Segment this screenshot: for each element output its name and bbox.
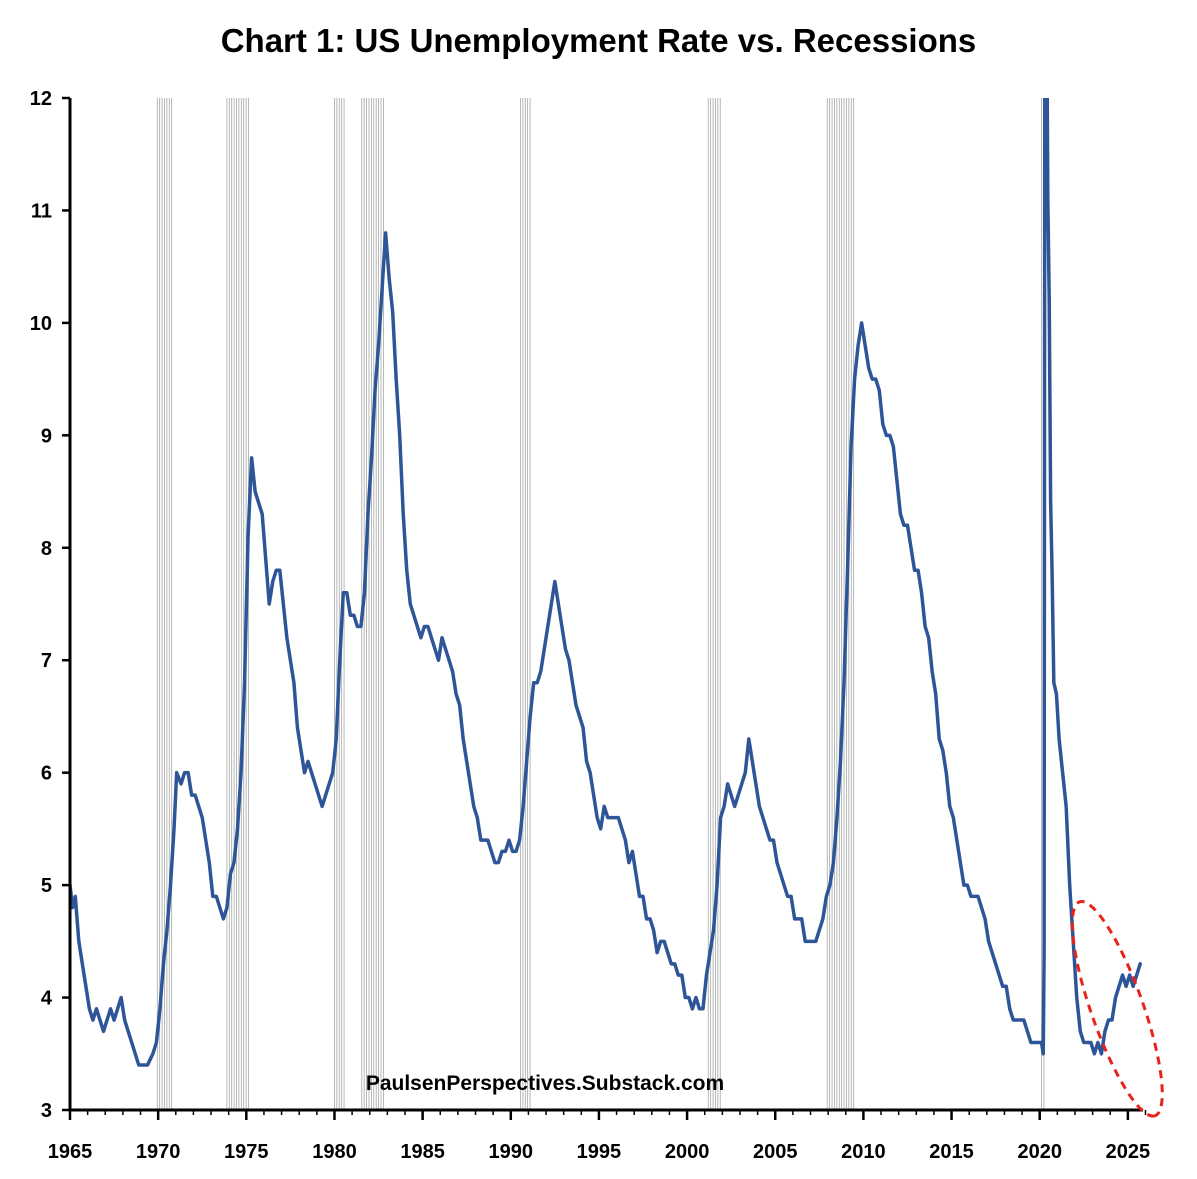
y-tick-label: 12: [30, 88, 52, 110]
x-tick-label: 2010: [841, 1141, 886, 1163]
x-tick-label: 1970: [136, 1141, 181, 1163]
recession-band: [156, 98, 175, 1110]
recession-band: [826, 98, 855, 1110]
recession-band: [226, 98, 250, 1110]
x-tick-label: 1980: [312, 1141, 357, 1163]
recession-bands: [156, 98, 1046, 1110]
x-tick-label: 2005: [753, 1141, 798, 1163]
x-tick-label: 1975: [224, 1141, 269, 1163]
y-tick-label: 4: [41, 988, 53, 1010]
y-tick-label: 6: [41, 763, 52, 785]
y-tick-label: 11: [31, 200, 52, 222]
y-tick-label: 8: [41, 538, 52, 560]
x-tick-label: 1995: [577, 1141, 622, 1163]
y-tick-label: 3: [41, 1100, 52, 1122]
series-layer: [70, 98, 1142, 1067]
unemployment-rate-line: [70, 98, 1142, 1067]
annotation-layer: [1070, 900, 1164, 1118]
recession-band: [520, 98, 532, 1110]
y-tick-label: 5: [41, 875, 52, 897]
recession-band: [361, 98, 386, 1110]
x-tick-label: 2020: [1017, 1141, 1062, 1163]
x-tick-label: 2025: [1106, 1141, 1151, 1163]
y-tick-label: 7: [41, 650, 52, 672]
watermark-text: PaulsenPerspectives.Substack.com: [366, 1072, 724, 1095]
x-tick-label: 1990: [489, 1141, 534, 1163]
axes: 3 4 5 6 7 8 9 10 11 12 1965 1970 1975 1980 1985 1990 199…: [30, 88, 1150, 1163]
chart-title: Chart 1: US Unemployment Rate vs. Recess…: [220, 22, 977, 59]
x-tick-label: 1985: [400, 1141, 445, 1163]
x-tick-label: 2015: [929, 1141, 974, 1163]
x-tick-label: 1965: [48, 1141, 93, 1163]
y-tick-label: 9: [41, 425, 52, 447]
x-tick-label: 2000: [665, 1141, 710, 1163]
y-tick-label: 10: [30, 313, 52, 335]
highlight-ellipse: [1070, 900, 1164, 1118]
